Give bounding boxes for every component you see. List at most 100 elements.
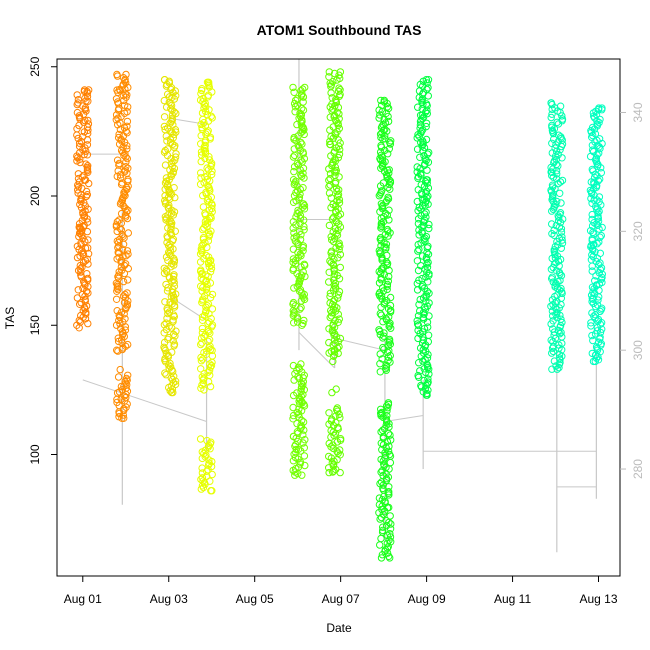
data-point — [377, 412, 385, 420]
data-point — [115, 249, 123, 257]
data-point — [113, 307, 121, 315]
data-point — [291, 96, 300, 105]
data-point — [413, 134, 421, 142]
data-point — [553, 365, 561, 373]
data-point — [204, 337, 212, 345]
data-point — [379, 523, 387, 531]
data-point — [336, 242, 344, 251]
data-point — [117, 198, 125, 207]
chart-title: ATOM1 Southbound TAS — [257, 22, 422, 38]
data-point — [290, 319, 298, 327]
data-point — [376, 360, 384, 368]
y-tick-label-left: 250 — [28, 56, 42, 76]
data-point — [383, 166, 392, 175]
data-point — [207, 438, 215, 446]
data-point — [425, 289, 433, 297]
data-point — [377, 311, 386, 319]
data-point — [378, 408, 386, 417]
data-point — [595, 135, 604, 143]
data-point — [328, 94, 336, 102]
data-point — [589, 295, 597, 303]
data-point — [115, 388, 124, 396]
data-point — [420, 365, 428, 373]
data-point — [326, 170, 335, 178]
data-point — [73, 100, 81, 109]
data-point — [587, 178, 595, 186]
data-point — [595, 198, 603, 206]
data-point — [113, 218, 122, 226]
data-point — [113, 395, 121, 404]
data-point — [413, 257, 422, 265]
data-point — [386, 452, 395, 460]
data-point — [327, 306, 335, 315]
y-axis-left: 100 150 200 250 — [28, 56, 57, 465]
data-point — [73, 91, 81, 99]
data-point — [293, 209, 301, 218]
series-cluster — [547, 99, 567, 373]
data-point — [197, 485, 206, 493]
data-point — [384, 117, 393, 126]
data-point — [330, 168, 339, 176]
x-tick-label: Aug 13 — [579, 592, 617, 606]
data-point — [84, 116, 92, 125]
secondary-segment — [169, 296, 207, 321]
data-point — [197, 365, 205, 373]
data-point — [330, 213, 338, 222]
data-point — [335, 186, 343, 194]
data-point — [75, 139, 84, 147]
data-point — [300, 260, 308, 268]
data-point — [205, 198, 213, 206]
data-point — [294, 445, 303, 453]
data-point — [379, 179, 388, 187]
data-point — [325, 409, 333, 417]
data-point — [334, 291, 343, 299]
data-point — [414, 219, 423, 228]
x-axis: Aug 01 Aug 03 Aug 05 Aug 07 Aug 09 Aug 11 Aug … — [64, 575, 618, 606]
data-point — [166, 387, 174, 395]
data-point — [289, 361, 298, 370]
data-point — [547, 113, 555, 122]
data-point — [586, 152, 595, 161]
data-point — [207, 227, 215, 235]
series-cluster — [289, 83, 309, 479]
data-point — [83, 227, 92, 236]
data-point — [122, 70, 130, 79]
data-point — [299, 200, 307, 208]
data-point — [122, 78, 130, 87]
data-point — [326, 113, 334, 121]
data-point — [122, 158, 130, 166]
data-point — [83, 151, 92, 159]
data-point — [558, 233, 566, 241]
data-point — [387, 436, 395, 444]
data-point — [329, 77, 337, 86]
data-point — [297, 156, 305, 164]
data-point — [550, 226, 558, 235]
data-point — [383, 259, 392, 268]
data-point — [121, 315, 129, 323]
data-point — [558, 318, 566, 327]
data-point — [299, 123, 307, 131]
data-point — [81, 244, 90, 252]
series-cluster — [413, 76, 433, 399]
data-point — [420, 376, 428, 385]
data-point — [378, 187, 386, 195]
data-point — [413, 163, 421, 171]
data-point — [377, 96, 385, 105]
series-cluster — [160, 76, 180, 397]
data-point — [291, 453, 300, 462]
data-point — [172, 128, 180, 136]
data-point — [117, 209, 126, 218]
data-point — [384, 277, 392, 285]
data-point — [301, 436, 309, 444]
data-point — [292, 177, 300, 186]
data-point — [119, 253, 127, 261]
data-point — [334, 423, 342, 432]
data-point — [162, 280, 170, 289]
data-point — [335, 315, 343, 323]
data-point — [423, 79, 431, 87]
data-point — [81, 176, 90, 184]
data-point — [325, 468, 333, 477]
data-point — [199, 283, 207, 292]
data-point — [296, 227, 304, 236]
y-axis-right: 280 300 320 340 — [620, 102, 645, 479]
